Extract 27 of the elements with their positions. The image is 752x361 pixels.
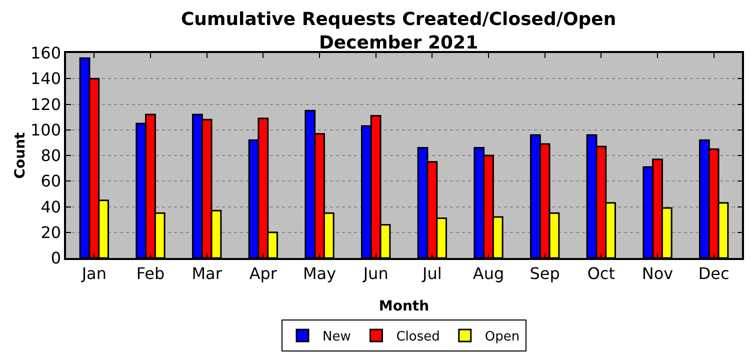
y-tick-label: 140: [30, 69, 62, 88]
x-tick-label: Jul: [422, 264, 442, 283]
x-tick-label: Mar: [192, 264, 222, 283]
x-tick-label: May: [302, 264, 336, 283]
x-tick-label: Aug: [472, 264, 504, 283]
y-tick-label: 160: [30, 44, 62, 63]
x-tick-label: Jan: [80, 264, 107, 283]
y-tick-label: 20: [40, 222, 62, 242]
x-tick-label: Oct: [587, 264, 616, 283]
y-tick-label: 40: [40, 197, 62, 216]
y-tick-label: 0: [50, 248, 62, 268]
x-tick-label: Apr: [249, 264, 278, 283]
legend-label: Closed: [396, 330, 440, 345]
chart-title: Cumulative Requests Created/Closed/Open December 2021: [180, 9, 616, 54]
x-tick-label: Dec: [698, 264, 730, 283]
x-tick-label: Jun: [362, 264, 388, 283]
legend-label: New: [322, 330, 352, 345]
y-tick-label: 100: [30, 120, 62, 140]
x-tick-label: Sep: [530, 264, 560, 283]
y-tick-label: 80: [40, 146, 62, 166]
x-axis-title: Month: [378, 298, 430, 314]
y-tick-label: 120: [30, 94, 62, 114]
y-tick-label: 60: [40, 172, 62, 191]
x-tick-label: Feb: [136, 264, 165, 283]
legend-label: Open: [484, 330, 520, 345]
x-tick-label: Nov: [642, 264, 674, 283]
y-axis-title: Count: [12, 132, 29, 179]
